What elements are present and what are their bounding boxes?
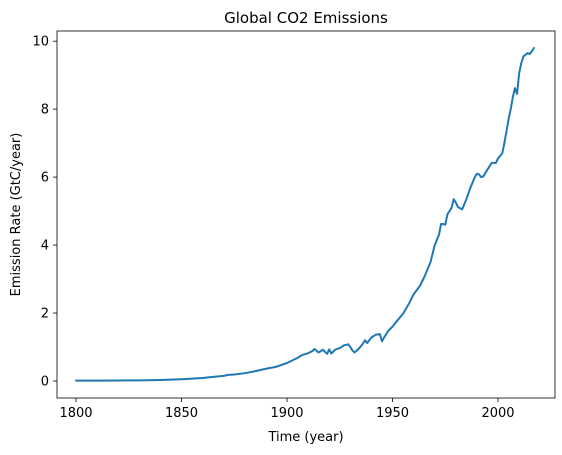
y-tick-label: 10: [32, 35, 49, 50]
chart-title: Global CO2 Emissions: [224, 9, 388, 27]
x-tick-label: 2000: [481, 406, 514, 421]
x-axis-label: Time (year): [267, 430, 343, 445]
y-tick-label: 2: [41, 307, 49, 322]
x-tick-label: 1950: [376, 406, 409, 421]
x-tick-label: 1800: [59, 406, 92, 421]
x-tick-label: 1900: [270, 406, 303, 421]
y-tick-label: 6: [41, 171, 49, 186]
axes-frame: [56, 30, 556, 399]
plot-area: 1800 1850 1900 1950 2000 0 2 4 6 8 10: [32, 30, 556, 421]
x-tick-label: 1850: [165, 406, 198, 421]
y-tick-label: 4: [41, 239, 49, 254]
y-tick-label: 0: [41, 375, 49, 390]
plot-background: [57, 31, 555, 398]
y-tick-label: 8: [41, 103, 49, 118]
emission-line: [74, 46, 535, 382]
y-axis-label: Emission Rate (GtC/year): [9, 133, 24, 297]
